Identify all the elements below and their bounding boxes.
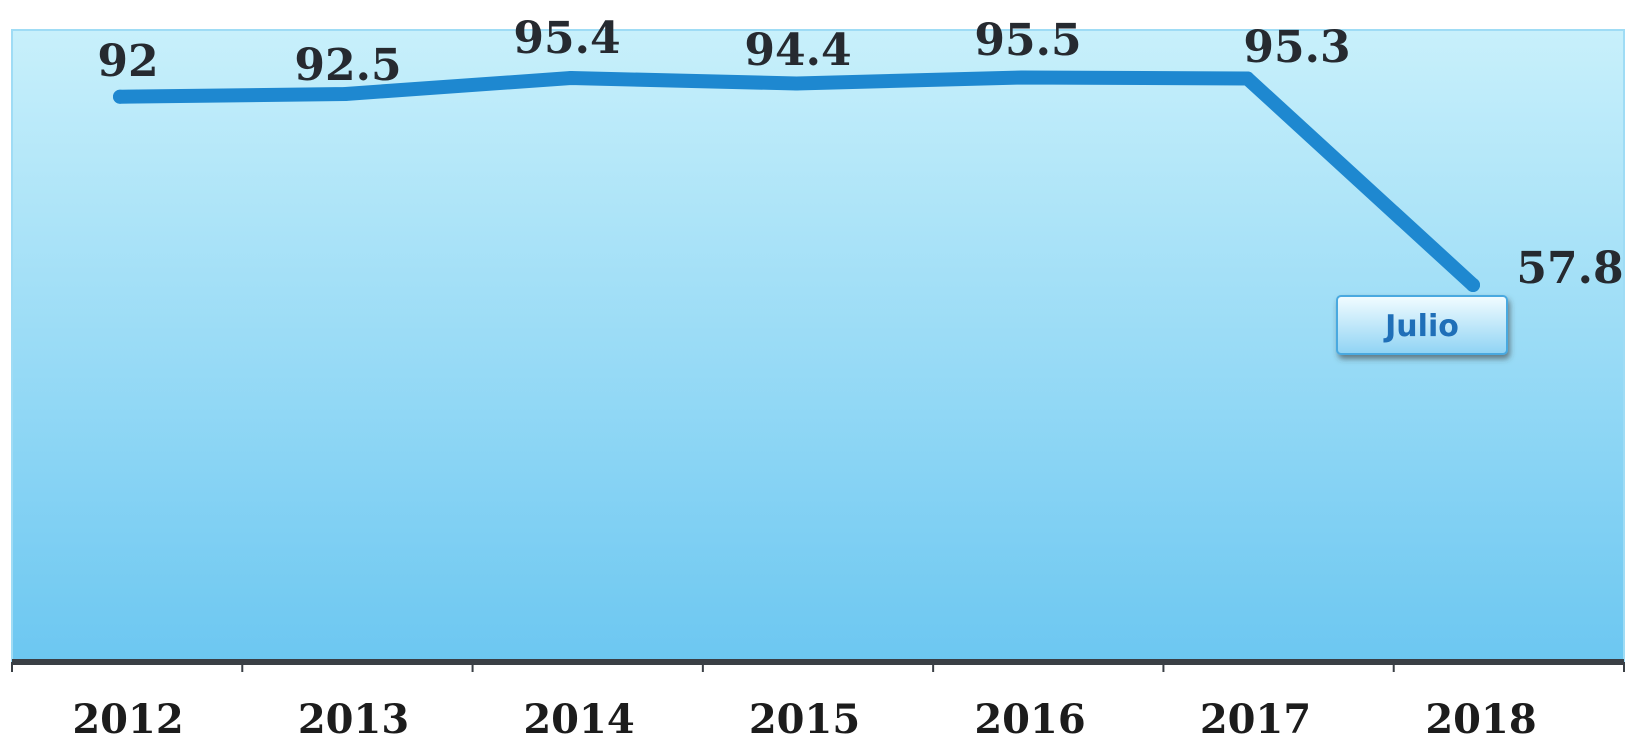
x-tick-label-2017: 2017 bbox=[1200, 696, 1311, 740]
x-tick-label-2014: 2014 bbox=[523, 696, 634, 740]
annotation-box: Julio bbox=[1336, 295, 1508, 355]
data-point-2015 bbox=[789, 76, 804, 91]
x-tick-label-2015: 2015 bbox=[749, 696, 860, 740]
annotations: Julio bbox=[1336, 295, 1508, 355]
x-tick-label-2016: 2016 bbox=[974, 696, 1085, 740]
data-points bbox=[113, 70, 1480, 292]
data-point-2013 bbox=[338, 86, 353, 101]
data-point-2017 bbox=[1240, 71, 1255, 86]
data-point-2012 bbox=[113, 89, 127, 104]
data-label-2015: 94.4 bbox=[744, 25, 851, 76]
data-label-2018: 57.8 bbox=[1516, 243, 1623, 294]
data-label-2016: 95.5 bbox=[974, 15, 1081, 66]
data-label-2012: 92 bbox=[97, 36, 158, 87]
data-labels: 92 92.5 95.4 94.4 95.5 95.3 57.8 bbox=[97, 13, 1623, 294]
data-point-2016 bbox=[1015, 70, 1029, 85]
annotation-label: Julio bbox=[1383, 309, 1459, 344]
data-point-2014 bbox=[564, 71, 578, 85]
data-label-2014: 95.4 bbox=[513, 13, 620, 64]
x-tick-label-2018: 2018 bbox=[1425, 696, 1536, 740]
x-tick-label-2013: 2013 bbox=[298, 696, 409, 740]
annotation-box-bg bbox=[1336, 295, 1508, 355]
data-point-2018 bbox=[1466, 278, 1480, 292]
x-tick-labels: 2012 2013 2014 2015 2016 2017 2018 bbox=[72, 696, 1536, 740]
x-tick-label-2012: 2012 bbox=[72, 696, 183, 740]
data-label-2013: 92.5 bbox=[294, 40, 401, 91]
data-label-2017: 95.3 bbox=[1243, 22, 1350, 73]
x-axis-ticks bbox=[11, 662, 1625, 672]
